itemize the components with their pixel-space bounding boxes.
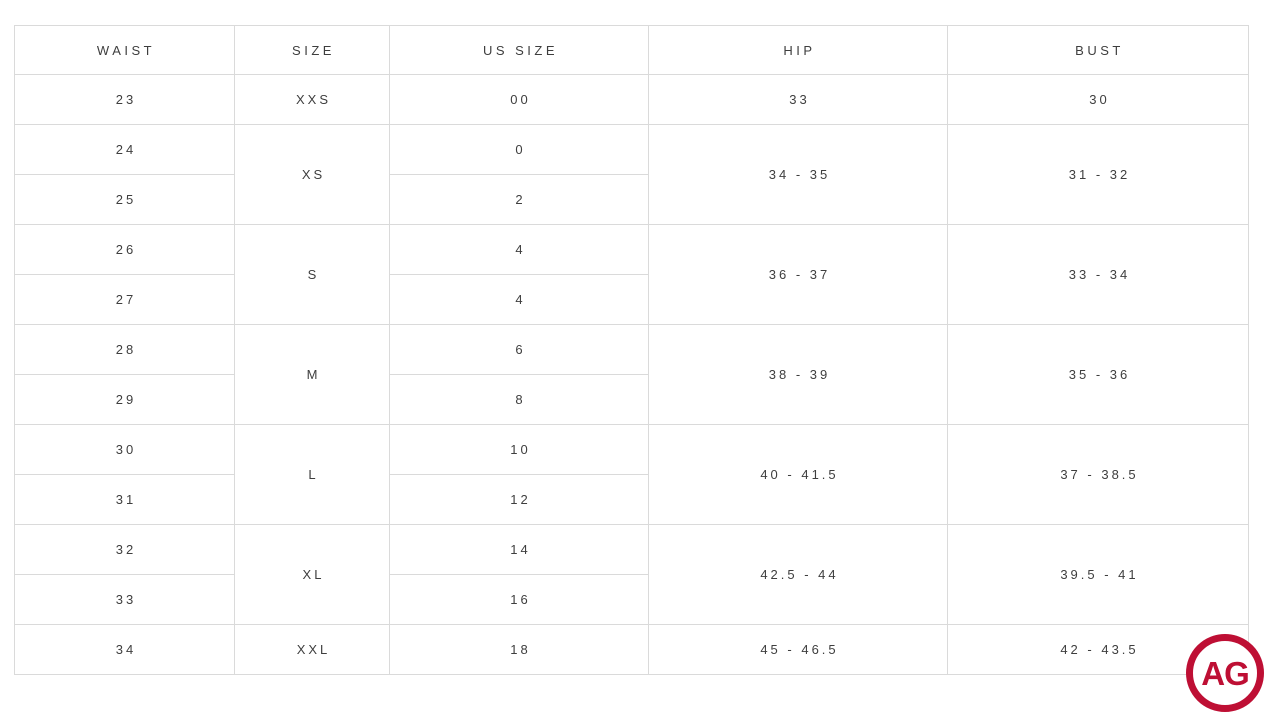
header-waist: WAIST [14,25,235,75]
size-chart: WAIST SIZE US SIZE HIP BUST 23 XXS 00 33 30 2… [14,25,1249,675]
size-cell: M [234,324,390,425]
us-size-cell: 2 [389,174,649,225]
us-size-cell: 0 [389,124,649,175]
table-row: 32 XL 14 42.5 - 44 39.5 - 41 [14,524,1249,625]
us-size-cell: 00 [389,74,649,125]
bust-cell: 30 [947,74,1249,125]
table-row: 33 16 [14,574,1249,625]
table-row: 28 M 6 38 - 39 35 - 36 [14,324,1249,425]
us-size-cell: 4 [389,224,649,275]
waist-cell: 31 [14,474,235,525]
hip-cell: 33 [648,74,948,125]
header-row: WAIST SIZE US SIZE HIP BUST [14,25,1249,75]
waist-cell: 26 [14,224,235,275]
header-hip: HIP [648,25,948,75]
size-cell: XS [234,124,390,225]
table-row: 24 XS 0 34 - 35 31 - 32 [14,124,1249,225]
size-cell: XL [234,524,390,625]
hip-cell: 36 - 37 [648,224,948,325]
us-size-cell: 16 [389,574,649,625]
waist-cell: 32 [14,524,235,575]
waist-cell: 29 [14,374,235,425]
size-chart-header: WAIST SIZE US SIZE HIP BUST [14,25,1249,75]
waist-cell: 25 [14,174,235,225]
us-size-cell: 12 [389,474,649,525]
waist-cell: 28 [14,324,235,375]
hip-cell: 38 - 39 [648,324,948,425]
header-us-size: US SIZE [389,25,649,75]
us-size-cell: 8 [389,374,649,425]
size-table-body: 23 XXS 00 33 30 24 XS 0 34 - 35 31 - 32 25 2 26 S 4 36 … [14,74,1249,675]
table-row: 29 8 [14,374,1249,425]
hip-cell: 42.5 - 44 [648,524,948,625]
ag-logo-text: AG [1201,654,1249,692]
hip-cell: 40 - 41.5 [648,424,948,525]
size-chart-table: WAIST SIZE US SIZE HIP BUST 23 XXS 00 33 30 2… [14,25,1249,675]
ag-logo: AG [1186,634,1264,712]
bust-cell: 39.5 - 41 [947,524,1249,625]
waist-cell: 24 [14,124,235,175]
us-size-cell: 4 [389,274,649,325]
bust-cell: 37 - 38.5 [947,424,1249,525]
size-cell: XXS [234,74,390,125]
waist-cell: 30 [14,424,235,475]
table-row: 34 XXL 18 45 - 46.5 42 - 43.5 [14,624,1249,675]
size-cell: L [234,424,390,525]
size-cell: S [234,224,390,325]
table-row: 27 4 [14,274,1249,325]
us-size-cell: 10 [389,424,649,475]
waist-cell: 23 [14,74,235,125]
table-row: 23 XXS 00 33 30 [14,74,1249,125]
us-size-cell: 14 [389,524,649,575]
bust-cell: 31 - 32 [947,124,1249,225]
header-bust: BUST [947,25,1249,75]
hip-cell: 45 - 46.5 [648,624,948,675]
table-row: 25 2 [14,174,1249,225]
waist-cell: 33 [14,574,235,625]
header-size: SIZE [234,25,390,75]
table-row: 31 12 [14,474,1249,525]
table-row: 30 L 10 40 - 41.5 37 - 38.5 [14,424,1249,525]
bust-cell: 35 - 36 [947,324,1249,425]
bust-cell: 33 - 34 [947,224,1249,325]
us-size-cell: 6 [389,324,649,375]
table-row: 26 S 4 36 - 37 33 - 34 [14,224,1249,325]
hip-cell: 34 - 35 [648,124,948,225]
size-cell: XXL [234,624,390,675]
waist-cell: 27 [14,274,235,325]
waist-cell: 34 [14,624,235,675]
us-size-cell: 18 [389,624,649,675]
